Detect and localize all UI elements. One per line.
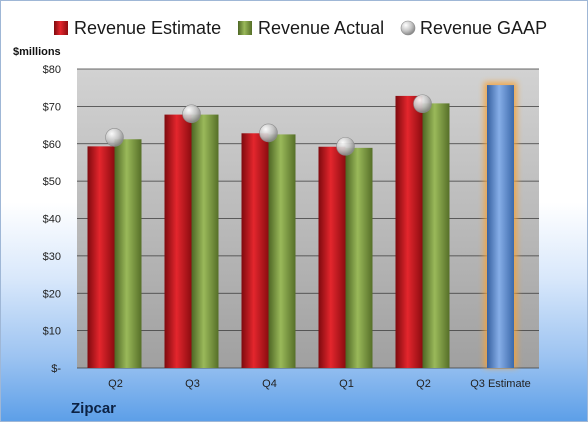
x-axis-tick-labels: Q2 Q3 Q4 Q1 Q2 Q3 Estimate (108, 378, 531, 390)
marker-revenue-gaap (413, 94, 432, 114)
bar-revenue-estimate (164, 114, 192, 368)
legend-swatch-revenue-estimate (54, 21, 68, 35)
bar-revenue-actual (191, 114, 219, 368)
x-tick-label: Q3 (185, 378, 200, 390)
y-axis-tick-labels: $- $10 $20 $30 $40 $50 $60 $70 $80 (43, 64, 62, 375)
bar-revenue-actual (422, 103, 450, 368)
y-axis-unit-label: $millions (13, 46, 61, 58)
x-tick-label: Q2 (108, 378, 123, 390)
marker-revenue-gaap (259, 123, 278, 143)
gaap-markers (105, 94, 432, 156)
bar-revenue-actual (268, 134, 296, 368)
bar-revenue-estimate (87, 146, 115, 368)
y-tick-label: $40 (43, 214, 61, 226)
bar-revenue-estimate (241, 133, 269, 368)
y-tick-label: $10 (43, 326, 61, 338)
y-tick-label: $30 (43, 251, 61, 263)
legend-marker-revenue-gaap (400, 20, 416, 36)
marker-revenue-gaap (182, 104, 201, 124)
x-tick-label: Q4 (262, 378, 277, 390)
bar-revenue-estimate (318, 146, 346, 368)
bar-revenue-estimate (395, 95, 423, 368)
legend-swatch-revenue-actual (238, 21, 252, 35)
company-name: Zipcar (71, 400, 116, 417)
x-tick-label: Q3 Estimate (470, 378, 531, 390)
y-tick-label: $50 (43, 176, 61, 188)
legend-label-revenue-gaap: Revenue GAAP (420, 18, 547, 38)
bar-q3-estimate (487, 85, 514, 368)
legend-label-revenue-estimate: Revenue Estimate (74, 18, 221, 38)
y-tick-label: $80 (43, 64, 61, 76)
legend-label-revenue-actual: Revenue Actual (258, 18, 384, 38)
x-tick-label: Q1 (339, 378, 354, 390)
x-tick-label: Q2 (416, 378, 431, 390)
marker-revenue-gaap (105, 128, 124, 147)
y-tick-label: $20 (43, 288, 61, 300)
y-tick-label: $70 (43, 101, 61, 113)
y-tick-label: $- (51, 363, 61, 375)
bar-revenue-actual (345, 147, 373, 368)
marker-revenue-gaap (336, 137, 355, 156)
gridlines (77, 68, 539, 369)
chart-legend: Revenue Estimate Revenue Actual Revenue … (54, 18, 547, 38)
y-tick-label: $60 (43, 139, 61, 151)
bars (87, 82, 517, 368)
bar-revenue-actual (114, 139, 142, 368)
